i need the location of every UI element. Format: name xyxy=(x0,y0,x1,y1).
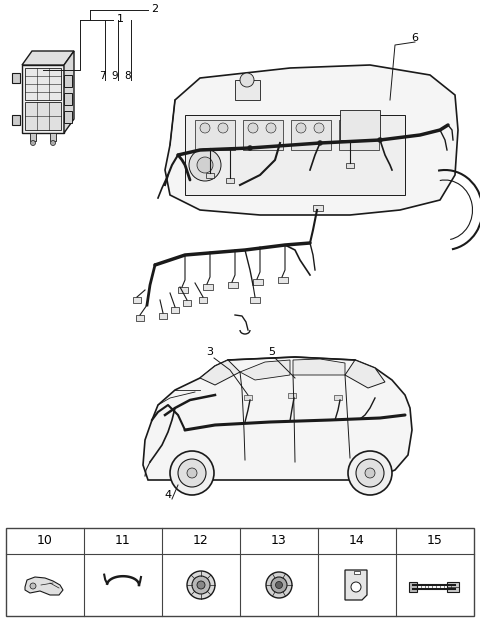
Circle shape xyxy=(197,157,213,173)
Circle shape xyxy=(240,73,254,87)
Bar xyxy=(133,297,141,303)
Text: 1: 1 xyxy=(117,14,124,24)
Circle shape xyxy=(197,581,205,589)
Polygon shape xyxy=(165,65,458,215)
Circle shape xyxy=(200,123,210,133)
Polygon shape xyxy=(22,51,74,65)
Bar xyxy=(354,571,360,574)
Circle shape xyxy=(344,123,354,133)
Circle shape xyxy=(187,468,197,478)
Text: 15: 15 xyxy=(427,534,443,548)
Circle shape xyxy=(248,146,252,151)
Polygon shape xyxy=(64,51,74,133)
Bar xyxy=(6,528,474,616)
Bar xyxy=(178,287,188,293)
Text: 4: 4 xyxy=(165,490,171,500)
Bar xyxy=(340,110,380,140)
Polygon shape xyxy=(12,73,20,83)
Bar xyxy=(278,277,288,283)
Polygon shape xyxy=(200,360,240,385)
Bar xyxy=(244,395,252,400)
Bar xyxy=(447,582,459,592)
Circle shape xyxy=(362,123,372,133)
Circle shape xyxy=(377,138,383,142)
Polygon shape xyxy=(345,570,367,600)
Circle shape xyxy=(314,123,324,133)
Bar xyxy=(64,75,72,87)
Bar xyxy=(228,282,238,288)
Circle shape xyxy=(170,451,214,495)
Circle shape xyxy=(276,581,283,589)
Circle shape xyxy=(348,451,392,495)
Circle shape xyxy=(192,576,210,594)
Bar xyxy=(50,133,56,141)
Circle shape xyxy=(317,141,323,146)
Text: 6: 6 xyxy=(411,33,419,43)
Bar xyxy=(195,120,235,150)
Text: 3: 3 xyxy=(206,347,214,357)
Text: 11: 11 xyxy=(115,534,131,548)
Circle shape xyxy=(189,149,221,181)
Circle shape xyxy=(248,123,258,133)
Bar xyxy=(250,297,260,303)
Bar xyxy=(313,205,323,211)
Bar xyxy=(25,68,61,100)
Bar xyxy=(30,133,36,141)
Bar xyxy=(235,80,260,100)
Circle shape xyxy=(31,141,36,146)
Text: 14: 14 xyxy=(349,534,365,548)
Circle shape xyxy=(271,577,287,593)
Polygon shape xyxy=(345,360,385,388)
Text: 2: 2 xyxy=(151,4,158,14)
Bar xyxy=(25,102,61,130)
Bar xyxy=(64,111,72,123)
Circle shape xyxy=(266,572,292,598)
Bar xyxy=(183,300,191,306)
Bar xyxy=(159,313,167,319)
Bar xyxy=(185,115,405,195)
Polygon shape xyxy=(293,359,345,375)
Circle shape xyxy=(178,459,206,487)
Bar xyxy=(339,120,379,150)
Text: 8: 8 xyxy=(125,71,132,81)
Bar xyxy=(409,582,417,592)
Bar xyxy=(243,120,283,150)
Text: 5: 5 xyxy=(268,347,276,357)
Bar xyxy=(22,65,64,133)
Polygon shape xyxy=(12,115,20,125)
Bar xyxy=(136,315,144,321)
Circle shape xyxy=(30,583,36,589)
Bar xyxy=(346,163,354,168)
Bar xyxy=(288,393,296,398)
Circle shape xyxy=(266,123,276,133)
Circle shape xyxy=(365,468,375,478)
Bar xyxy=(203,284,213,290)
Text: 12: 12 xyxy=(193,534,209,548)
Text: 13: 13 xyxy=(271,534,287,548)
Circle shape xyxy=(356,459,384,487)
Bar xyxy=(226,178,234,183)
Circle shape xyxy=(296,123,306,133)
Bar xyxy=(199,297,207,303)
Text: 10: 10 xyxy=(37,534,53,548)
Polygon shape xyxy=(143,357,412,480)
Bar xyxy=(291,120,331,150)
Bar xyxy=(64,93,72,105)
Bar xyxy=(253,279,263,285)
Bar xyxy=(334,395,342,400)
Text: 9: 9 xyxy=(112,71,118,81)
Polygon shape xyxy=(25,577,63,595)
Bar xyxy=(171,307,179,313)
Bar xyxy=(206,173,214,178)
Polygon shape xyxy=(240,360,290,380)
Text: 7: 7 xyxy=(99,71,105,81)
Circle shape xyxy=(351,582,361,592)
Circle shape xyxy=(187,571,215,599)
Circle shape xyxy=(218,123,228,133)
Circle shape xyxy=(50,141,56,146)
